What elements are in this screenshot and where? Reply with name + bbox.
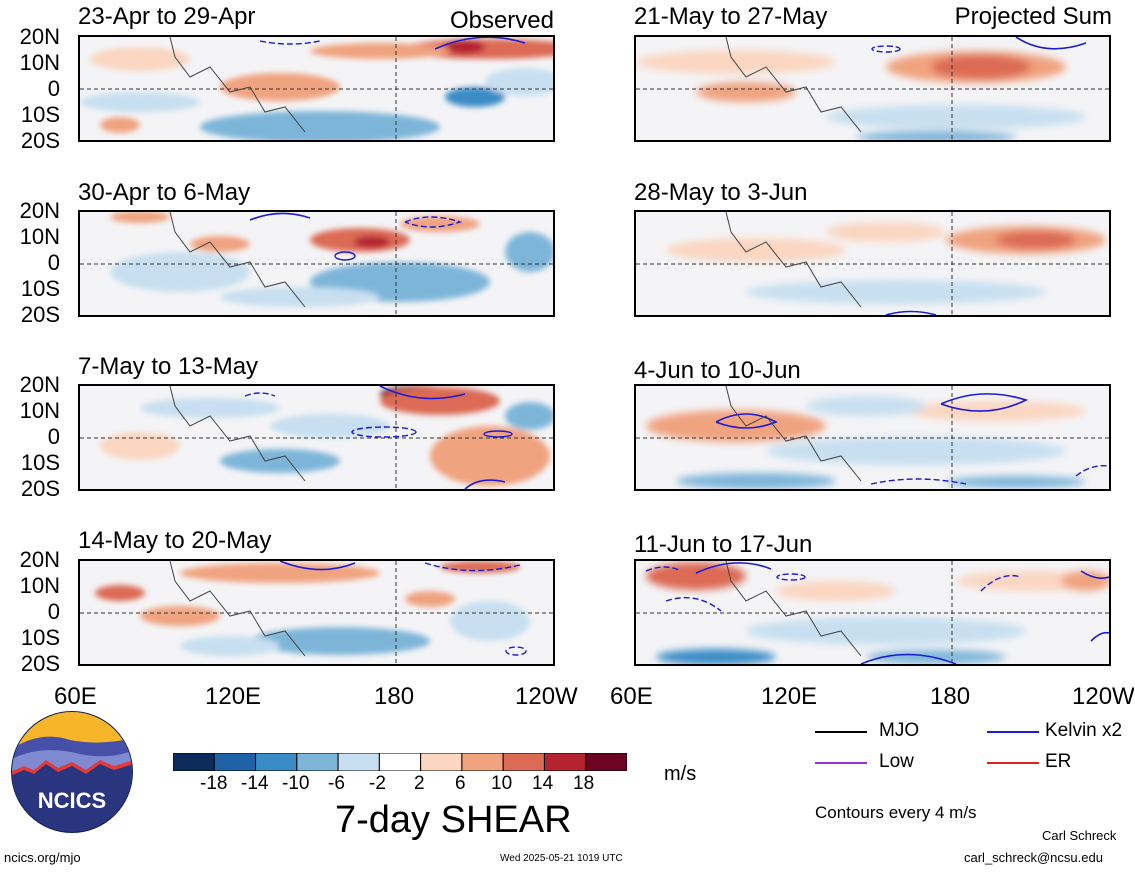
map-panel-proj-1 [634,35,1111,142]
colorbar-swatch [461,752,504,772]
legend-label-low: Low [879,751,914,772]
colorbar-swatch [378,752,422,772]
lat-label: 0 [47,76,60,101]
shear-field-obs-4 [80,561,553,664]
legend-label-er: ER [1045,751,1072,772]
lon-label: 120W [515,683,578,710]
colorbar-swatch [296,752,339,772]
lon-label: 60E [610,683,653,710]
shear-field-proj-1 [636,37,1109,140]
legend-line-kelvin [987,731,1039,733]
lat-label: 10N [19,398,60,423]
lat-label: 20N [19,372,60,397]
colorbar-tick: -18 [200,773,228,794]
panel-title-proj-4: 11-Jun to 17-Jun [634,531,813,558]
colorbar-swatches [172,752,628,772]
map-panel-proj-2 [634,210,1111,317]
contour-legend: MJO Kelvin x2 Low ER [815,720,1135,780]
site-link[interactable]: ncics.org/mjo [4,850,81,865]
map-panel-obs-4 [78,559,555,666]
colorbar-swatch [502,752,545,772]
lat-label: 20N [19,24,60,49]
lat-label: 10N [19,50,60,75]
author-email[interactable]: carl_schreck@ncsu.edu [964,850,1103,865]
ncics-logo: NCICS [10,710,134,834]
lat-label: 0 [47,599,60,624]
colorbar-tick: 10 [491,773,513,794]
legend-line-er [987,762,1039,764]
colorbar-tick: -14 [241,773,269,794]
lon-label: 180 [930,683,971,710]
lat-label: 10N [19,224,60,249]
colorbar-tick: -2 [369,773,386,794]
panel-title-proj-2: 28-May to 3-Jun [634,179,808,206]
map-panel-obs-3 [78,384,555,491]
legend-line-mjo [815,731,867,733]
lat-label: 10S [20,102,60,127]
lat-label: 10N [19,573,60,598]
contours-note: Contours every 4 m/s [815,803,977,822]
colorbar-tick: -6 [328,773,345,794]
panel-title-obs-1: 23-Apr to 29-Apr [78,3,256,30]
shear-field-obs-1 [80,37,553,140]
projected-sum-label: Projected Sum [954,3,1112,30]
author-name: Carl Schreck [1042,828,1117,843]
lat-label: 20S [20,476,60,501]
colorbar-tick: -10 [282,773,310,794]
legend-label-kelvin: Kelvin x2 [1045,720,1123,741]
lat-label: 0 [47,250,60,275]
lat-label: 10S [20,450,60,475]
colorbar-swatch [543,752,587,772]
colorbar-swatch [420,752,463,772]
shear-field-proj-2 [636,212,1109,315]
shear-field-obs-3 [80,386,553,489]
map-panel-obs-1 [78,35,555,142]
colorbar [172,752,628,772]
lat-label: 20S [20,651,60,676]
shear-field-proj-4 [636,561,1109,664]
lat-label: 0 [47,424,60,449]
colorbar-title: 7-day SHEAR [335,799,572,841]
colorbar-units: m/s [664,763,697,785]
lon-label: 120E [761,683,818,710]
panel-title-proj-1: 21-May to 27-May [634,3,828,30]
colorbar-swatch [255,752,298,772]
observed-label: Observed [449,7,554,34]
map-panel-obs-2 [78,210,555,317]
lat-label: 20S [20,128,60,153]
panel-title-obs-2: 30-Apr to 6-May [78,179,251,206]
lon-label: 120W [1072,684,1134,710]
lat-label: 20N [19,198,60,223]
legend-line-low [815,762,867,764]
lon-label: 120E [205,683,262,710]
legend-label-mjo: MJO [879,720,920,741]
colorbar-swatch [337,752,380,772]
lat-label: 20S [20,302,60,327]
colorbar-tick: 14 [532,773,554,794]
shear-field-obs-2 [80,212,553,315]
map-panel-proj-4 [634,559,1111,666]
colorbar-swatch [585,752,628,772]
colorbar-tick: 2 [414,773,425,794]
lat-label: 20N [19,547,60,572]
colorbar-swatch [213,752,257,772]
panel-title-obs-4: 14-May to 20-May [78,527,272,554]
timestamp: Wed 2025-05-21 1019 UTC [500,853,623,864]
colorbar-tick: 18 [573,773,595,794]
logo-text: NCICS [38,788,106,813]
lon-label: 180 [374,683,415,710]
map-panel-proj-3 [634,384,1111,491]
lon-label: 60E [54,683,97,710]
lat-label: 10S [20,276,60,301]
colorbar-swatch [172,752,215,772]
colorbar-ticks: -18 -14 -10 -6 -2 2 6 10 14 18 [173,774,627,796]
colorbar-tick: 6 [455,773,466,794]
lat-label: 10S [20,625,60,650]
panel-title-proj-3: 4-Jun to 10-Jun [634,357,801,384]
panel-title-obs-3: 7-May to 13-May [78,353,259,380]
shear-field-proj-3 [636,386,1109,489]
